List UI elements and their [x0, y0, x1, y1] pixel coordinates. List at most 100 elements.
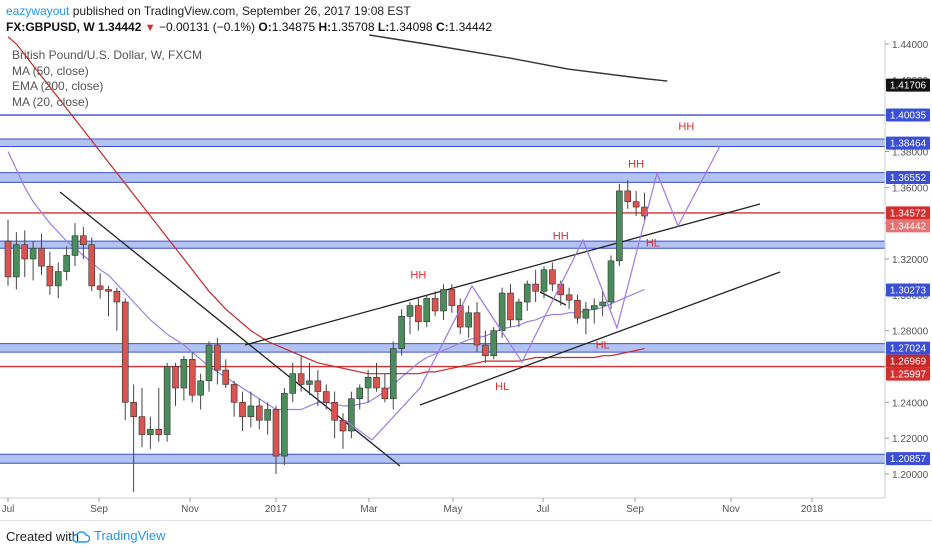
zone-3[interactable]	[0, 343, 885, 353]
candle-45[interactable]	[381, 373, 389, 403]
candle-14[interactable]	[121, 298, 129, 421]
candle-1[interactable]	[13, 232, 20, 290]
candle-56[interactable]	[473, 302, 481, 353]
candle-34[interactable]	[289, 362, 297, 403]
candle-12[interactable]	[105, 285, 112, 317]
candle-9[interactable]	[80, 226, 87, 259]
candle-16[interactable]	[138, 388, 146, 448]
candle-35[interactable]	[297, 355, 305, 392]
zone-1[interactable]	[0, 172, 885, 183]
wave-path[interactable]	[344, 145, 721, 441]
candle-22[interactable]	[188, 352, 196, 403]
candle-3[interactable]	[29, 241, 37, 281]
candle-26[interactable]	[222, 359, 230, 388]
candle-62[interactable]	[523, 280, 531, 311]
candle-74[interactable]	[624, 180, 632, 209]
candle-61[interactable]	[515, 298, 523, 328]
candle-71[interactable]	[599, 291, 606, 317]
candle-8[interactable]	[71, 223, 79, 267]
candle-51[interactable]	[431, 291, 439, 317]
time-axis[interactable]: Jul Sep Nov 2017 Mar May Jul Sep Nov 2018	[0, 497, 885, 515]
symbol-label[interactable]: FX:GBPUSD, W	[6, 20, 95, 34]
candle-46[interactable]	[389, 341, 397, 410]
price-label-text: 1.41706	[890, 81, 927, 92]
candle-72[interactable]	[607, 255, 615, 310]
candle-body	[188, 359, 196, 396]
candle-58[interactable]	[490, 327, 498, 360]
candle-55[interactable]	[465, 305, 472, 338]
legend-title[interactable]: British Pound/U.S. Dollar, W, FXCM	[12, 48, 203, 62]
y-tick-label-6: 1.32000	[892, 255, 929, 266]
candle-37[interactable]	[314, 370, 322, 406]
candle-41[interactable]	[348, 391, 355, 439]
candle-68[interactable]	[574, 294, 581, 324]
candle-50[interactable]	[423, 294, 431, 328]
candle-67[interactable]	[565, 287, 573, 310]
candle-60[interactable]	[507, 284, 514, 328]
candle-6[interactable]	[54, 262, 62, 299]
zone-4[interactable]	[0, 454, 885, 464]
candle-4[interactable]	[38, 233, 45, 276]
candle-11[interactable]	[96, 273, 104, 299]
candle-28[interactable]	[239, 391, 246, 431]
zone-2[interactable]	[0, 241, 885, 249]
candle-69[interactable]	[582, 302, 590, 335]
candle-54[interactable]	[456, 298, 464, 335]
candle-70[interactable]	[590, 298, 598, 324]
candle-23[interactable]	[197, 373, 204, 410]
candle-27[interactable]	[230, 380, 238, 417]
candle-13[interactable]	[113, 287, 121, 331]
candle-24[interactable]	[205, 341, 213, 392]
candle-29[interactable]	[247, 391, 255, 428]
candle-42[interactable]	[356, 384, 364, 410]
candle-73[interactable]	[616, 183, 623, 267]
ma50-line[interactable]	[7, 36, 645, 375]
candle-39[interactable]	[331, 391, 338, 439]
candle-33[interactable]	[281, 388, 288, 466]
brand-link[interactable]: TradingView	[72, 528, 166, 543]
candle-18[interactable]	[155, 388, 163, 442]
candle-25[interactable]	[214, 337, 221, 385]
legend-ema200[interactable]: EMA (200, close)	[12, 79, 104, 93]
candle-7[interactable]	[63, 246, 70, 281]
candle-64[interactable]	[540, 266, 548, 299]
candle-body	[4, 240, 12, 278]
candle-47[interactable]	[398, 309, 405, 356]
candle-53[interactable]	[448, 284, 456, 313]
candle-32[interactable]	[272, 405, 280, 474]
candle-0[interactable]	[4, 219, 12, 286]
author-link[interactable]: eazywayout	[6, 4, 70, 18]
candle-17[interactable]	[147, 416, 154, 449]
candle-57[interactable]	[482, 330, 489, 363]
plot-area[interactable]	[0, 40, 885, 498]
candle-21[interactable]	[180, 355, 188, 401]
candle-49[interactable]	[415, 298, 422, 331]
zone-0[interactable]	[0, 138, 885, 147]
candle-43[interactable]	[364, 370, 372, 403]
candle-48[interactable]	[406, 302, 414, 335]
candle-44[interactable]	[373, 362, 380, 392]
candle-19[interactable]	[163, 362, 171, 442]
candle-10[interactable]	[88, 237, 96, 292]
candle-65[interactable]	[549, 262, 556, 292]
candle-30[interactable]	[255, 398, 263, 430]
legend-ma20[interactable]: MA (20, close)	[12, 94, 89, 109]
candle-31[interactable]	[264, 402, 271, 435]
candle-15[interactable]	[130, 384, 137, 492]
ema200-line[interactable]	[369, 34, 668, 82]
candle-20[interactable]	[172, 362, 179, 406]
upper-channel-line[interactable]	[244, 203, 761, 346]
low-label: L:	[377, 20, 390, 34]
legend-ma50[interactable]: MA (50, close)	[12, 63, 89, 78]
lower-channel-line[interactable]	[419, 271, 781, 406]
candle-63[interactable]	[532, 269, 539, 302]
candle-2[interactable]	[21, 230, 29, 277]
candle-52[interactable]	[440, 284, 447, 320]
candle-75[interactable]	[632, 190, 640, 216]
candle-40[interactable]	[339, 413, 347, 449]
candle-38[interactable]	[322, 384, 330, 410]
candle-59[interactable]	[498, 287, 506, 338]
candle-5[interactable]	[46, 251, 54, 295]
candle-36[interactable]	[306, 362, 313, 396]
